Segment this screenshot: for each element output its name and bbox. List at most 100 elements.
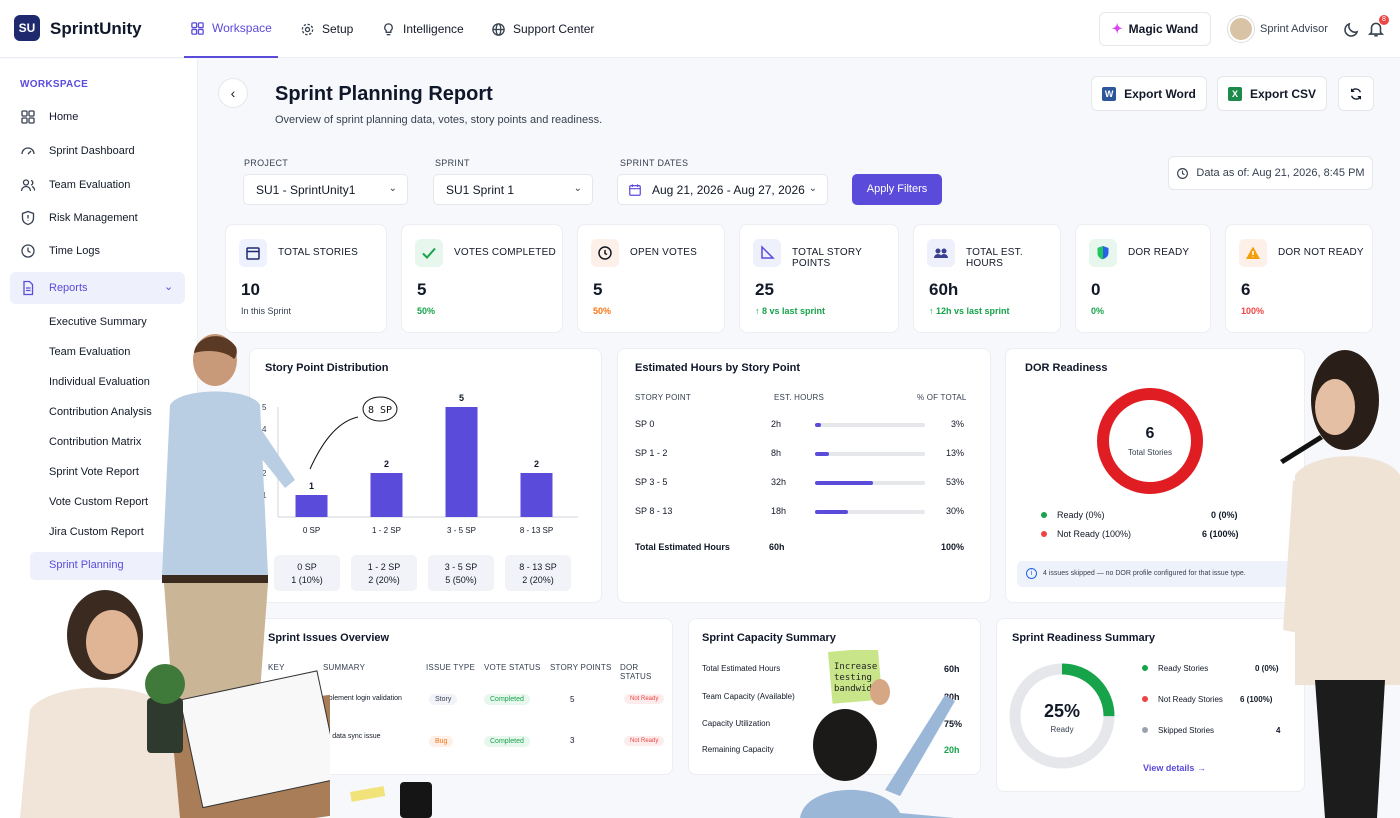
legend-value: 4 (1276, 726, 1281, 735)
export-csv-label: Export CSV (1249, 86, 1316, 101)
kpi-card-dor-ready[interactable]: DOR READY 0 0% (1075, 224, 1211, 333)
export-csv-button[interactable]: X Export CSV (1217, 76, 1327, 111)
hours-bar-fill (815, 510, 848, 514)
chevron-down-icon: ⌄ (808, 183, 817, 194)
refresh-button[interactable] (1338, 76, 1374, 111)
nav-support-label: Support Center (513, 22, 595, 36)
col-header: SUMMARY (323, 663, 366, 672)
nav-intelligence[interactable]: Intelligence (381, 0, 464, 58)
view-details-link[interactable]: View details → (1143, 763, 1206, 773)
project-select[interactable]: SU1 - SprintUnity1 ⌄ (243, 174, 408, 205)
data-as-of-text: Data as of: Aug 21, 2026, 8:45 PM (1196, 167, 1365, 179)
lightbulb-icon (384, 22, 393, 35)
dates-select[interactable]: Aug 21, 2026 - Aug 27, 2026 ⌄ (617, 174, 828, 205)
dor-not-ready-value: 6 (100%) (1202, 529, 1239, 539)
kpi-label: TOTAL STORY POINTS (792, 247, 862, 269)
legend-label: Ready Stories (1158, 664, 1209, 673)
kpi-card-total-story-points[interactable]: TOTAL STORY POINTS 25 ↑ 8 vs last sprint (739, 224, 899, 333)
gauge-icon (21, 147, 35, 155)
sidebar-item-time-logs[interactable]: Time Logs (20, 243, 100, 259)
sp-summary-value: 2 (20%) (368, 575, 400, 585)
sp-summary-value: 5 (50%) (445, 575, 477, 585)
sidebar-item-reports[interactable] (10, 272, 185, 304)
y-tick-label: 2 (262, 469, 267, 478)
sidebar-sub-contribution-analysis[interactable]: Contribution Analysis (49, 406, 152, 418)
sidebar-item-risk-management[interactable]: Risk Management (20, 210, 138, 226)
kpi-label: TOTAL STORIES (278, 247, 359, 258)
readiness-legend-ready: Ready Stories (1142, 664, 1208, 673)
app-logo[interactable]: SU (14, 15, 40, 41)
kpi-card-dor-not-ready[interactable]: DOR NOT READY 6 100% (1225, 224, 1373, 333)
sprint-readiness-card: Sprint Readiness Summary 25% Ready Ready… (996, 618, 1305, 792)
sidebar-sub-executive-summary[interactable]: Executive Summary (49, 316, 147, 328)
bell-icon[interactable] (1367, 20, 1385, 38)
nav-workspace[interactable]: Workspace (184, 0, 278, 58)
sidebar-sub-jira-custom-report[interactable]: Jira Custom Report (49, 526, 144, 538)
sidebar-item-label: Team Evaluation (49, 179, 131, 191)
data-as-of: Data as of: Aug 21, 2026, 8:45 PM (1168, 156, 1373, 190)
story-point-cell: SP 8 - 13 (635, 506, 673, 516)
sidebar-item-team-evaluation[interactable]: Team Evaluation (20, 177, 130, 193)
kpi-card-total-est-hours[interactable]: TOTAL EST. HOURS 60h ↑ 12h vs last sprin… (913, 224, 1061, 333)
sidebar-sub-contribution-matrix[interactable]: Contribution Matrix (49, 436, 142, 448)
pct-cell: 53% (945, 477, 964, 487)
nav-setup-label: Setup (322, 22, 354, 36)
sidebar-sub-individual-evaluation[interactable]: Individual Evaluation (49, 376, 150, 388)
col-header: ISSUE TYPE (426, 663, 475, 672)
man-with-sticky-note-illustration: Increase testing bandwidth (800, 650, 955, 818)
home-grid-icon (21, 110, 35, 124)
bar (370, 473, 403, 517)
bar-data-label: 1 (309, 481, 314, 491)
kpi-card-votes-completed[interactable]: VOTES COMPLETED 5 50% (401, 224, 563, 333)
dor-status-badge: Not Ready (624, 736, 665, 746)
issue-type-badge: Story (429, 694, 458, 705)
top-bar: SU SprintUnity Workspace Setup Intellige… (0, 0, 1400, 58)
nav-setup[interactable]: Setup (300, 0, 353, 58)
kpi-card-open-votes[interactable]: OPEN VOTES 5 50% (577, 224, 725, 333)
apply-filters-button[interactable]: Apply Filters (852, 174, 942, 205)
sidebar-item-home[interactable]: Home (20, 109, 78, 125)
sidebar-reports-row[interactable]: Reports (20, 280, 88, 296)
moon-icon[interactable] (1343, 20, 1361, 38)
clock-icon (21, 244, 35, 258)
dor-ready-value: 0 (0%) (1211, 510, 1238, 520)
sp-summary-1: 1 - 2 SP 2 (20%) (351, 555, 417, 591)
sidebar-item-sprint-dashboard[interactable]: Sprint Dashboard (20, 143, 135, 159)
export-word-button[interactable]: W Export Word (1091, 76, 1207, 111)
issue-summary: Implement login validation (321, 695, 402, 702)
app-name[interactable]: SprintUnity (50, 19, 142, 38)
readiness-legend-skipped: Skipped Stories (1142, 726, 1214, 735)
kpi-label: TOTAL EST. HOURS (966, 247, 1023, 269)
green-dot-icon (1142, 665, 1148, 671)
sidebar-sub-sprint-planning[interactable]: Sprint Planning (30, 552, 170, 580)
user-name[interactable]: Sprint Advisor (1260, 23, 1328, 35)
readiness-center-label: Ready (1050, 725, 1074, 734)
bar (520, 473, 553, 517)
magic-wand-button[interactable]: ✦ Magic Wand (1099, 12, 1211, 46)
sidebar-item-label: Sprint Dashboard (49, 145, 135, 157)
sprint-select[interactable]: SU1 Sprint 1 ⌄ (433, 174, 593, 205)
calendar-icon (239, 239, 267, 267)
back-button[interactable]: ‹ (218, 78, 248, 108)
sidebar-sub-vote-custom-report[interactable]: Vote Custom Report (49, 496, 149, 508)
user-avatar[interactable] (1228, 16, 1254, 42)
legend-label: Not Ready (100%) (1057, 529, 1132, 539)
magic-wand-label: Magic Wand (1128, 22, 1199, 36)
standing-man-illustration (162, 334, 295, 720)
sidebar-reports-label: Reports (49, 282, 88, 294)
bar-data-label: 5 (459, 393, 464, 403)
sprint-value: SU1 Sprint 1 (446, 183, 515, 197)
sidebar-sub-sprint-vote-report[interactable]: Sprint Vote Report (49, 466, 139, 478)
chevron-down-icon[interactable]: ⌄ (164, 281, 174, 293)
col-header: DOR STATUS (620, 663, 652, 681)
card-title: Sprint Readiness Summary (1012, 632, 1156, 644)
kpi-card-total-stories[interactable]: TOTAL STORIES 10 In this Sprint (225, 224, 387, 333)
sidebar-sub-team-evaluation[interactable]: Team Evaluation (49, 346, 131, 358)
info-icon: i (1026, 568, 1037, 579)
capacity-value: 75% (944, 719, 963, 729)
check-icon (415, 239, 443, 267)
capacity-value: 60h (944, 664, 960, 674)
story-points: 3 (570, 736, 575, 745)
nav-support-center[interactable]: Support Center (491, 0, 594, 58)
